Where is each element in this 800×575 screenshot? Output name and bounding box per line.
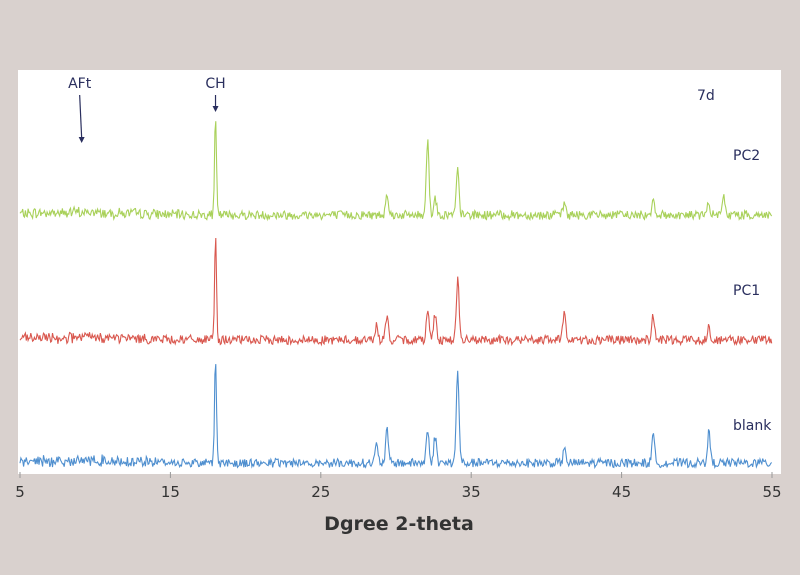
age-annotation: 7d xyxy=(697,88,715,104)
series-line-blank xyxy=(19,364,773,470)
arrow-head-ch xyxy=(212,106,219,112)
arrow-label-aft: AFt xyxy=(68,76,92,92)
plot-area xyxy=(18,70,781,474)
annotations-group: 7d AFt CH xyxy=(68,76,715,143)
x-axis: 5 15 25 35 45 55 xyxy=(15,472,782,501)
series-labels-group: PC2 PC1 blank xyxy=(733,148,772,434)
series-line-pc1 xyxy=(19,237,773,347)
x-tick-label-15: 15 xyxy=(161,483,180,501)
x-axis-title: Dgree 2-theta xyxy=(324,513,474,535)
arrow-head-aft xyxy=(78,137,85,143)
x-tick-label-35: 35 xyxy=(462,483,481,501)
x-tick-label-5: 5 xyxy=(15,483,25,501)
series-line-pc2 xyxy=(19,121,773,222)
arrow-label-ch: CH xyxy=(205,76,225,92)
x-tick-label-25: 25 xyxy=(311,483,330,501)
x-tick-label-55: 55 xyxy=(762,483,781,501)
x-tick-label-45: 45 xyxy=(612,483,631,501)
series-label-blank: blank xyxy=(733,418,772,434)
arrow-shaft-aft xyxy=(79,94,83,139)
series-label-pc1: PC1 xyxy=(733,283,760,299)
series-label-pc2: PC2 xyxy=(733,148,760,164)
traces-group xyxy=(19,121,773,470)
